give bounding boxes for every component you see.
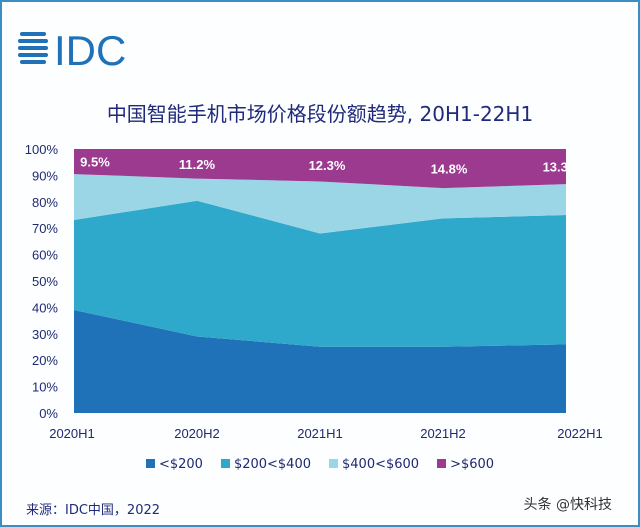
idc-logo: IDC [18,28,126,68]
area-series-3 [74,149,566,189]
legend-item: $200<$400 [220,457,311,472]
legend: <$200 $200<$400 $400<$600 >$600 [0,457,640,472]
watermark: 头条 @快科技 [523,497,612,513]
legend-swatch [145,459,155,468]
y-tick-label: 0% [39,406,58,421]
x-tick-label: 2021H2 [420,426,466,441]
logo-text: IDC [54,28,126,68]
legend-swatch [220,459,230,468]
chart-title: 中国智能手机市场价格段份额趋势, 20H1-22H1 [106,102,534,126]
legend-label: <$200 [158,457,203,472]
y-tick-label: 50% [32,274,58,289]
legend-item: <$200 [145,457,203,472]
y-tick-label: 70% [32,221,58,236]
area-series-0 [74,310,566,413]
x-tick-label: 2021H1 [297,426,343,441]
area-series-2 [74,174,566,234]
y-tick-label: 80% [32,195,58,210]
data-label: 13.3% [543,160,580,175]
legend-swatch [437,459,447,468]
legend-label: >$600 [450,457,495,472]
legend-item: $400<$600 [329,457,419,472]
y-tick-label: 20% [32,353,58,368]
y-tick-label: 40% [32,300,58,315]
data-label: 12.3% [309,158,346,173]
data-label: 11.2% [179,157,216,172]
y-tick-label: 30% [32,327,58,342]
x-tick-label: 2020H2 [174,426,220,441]
legend-item: >$600 [437,457,494,472]
source-note: 来源：IDC中国，2022 [26,503,161,518]
x-tick-label: 2022H1 [557,426,603,441]
y-tick-label: 60% [32,248,58,263]
y-tick-label: 100% [25,142,59,157]
y-tick-label: 10% [32,380,58,395]
y-tick-label: 90% [32,168,58,183]
area-series-1 [74,200,566,347]
x-tick-label: 2020H1 [49,426,95,441]
legend-swatch [329,459,338,468]
legend-label: $400<$600 [342,457,420,472]
data-label: 9.5% [80,155,110,170]
data-label: 14.8% [431,162,468,177]
legend-label: $200<$400 [233,457,311,472]
